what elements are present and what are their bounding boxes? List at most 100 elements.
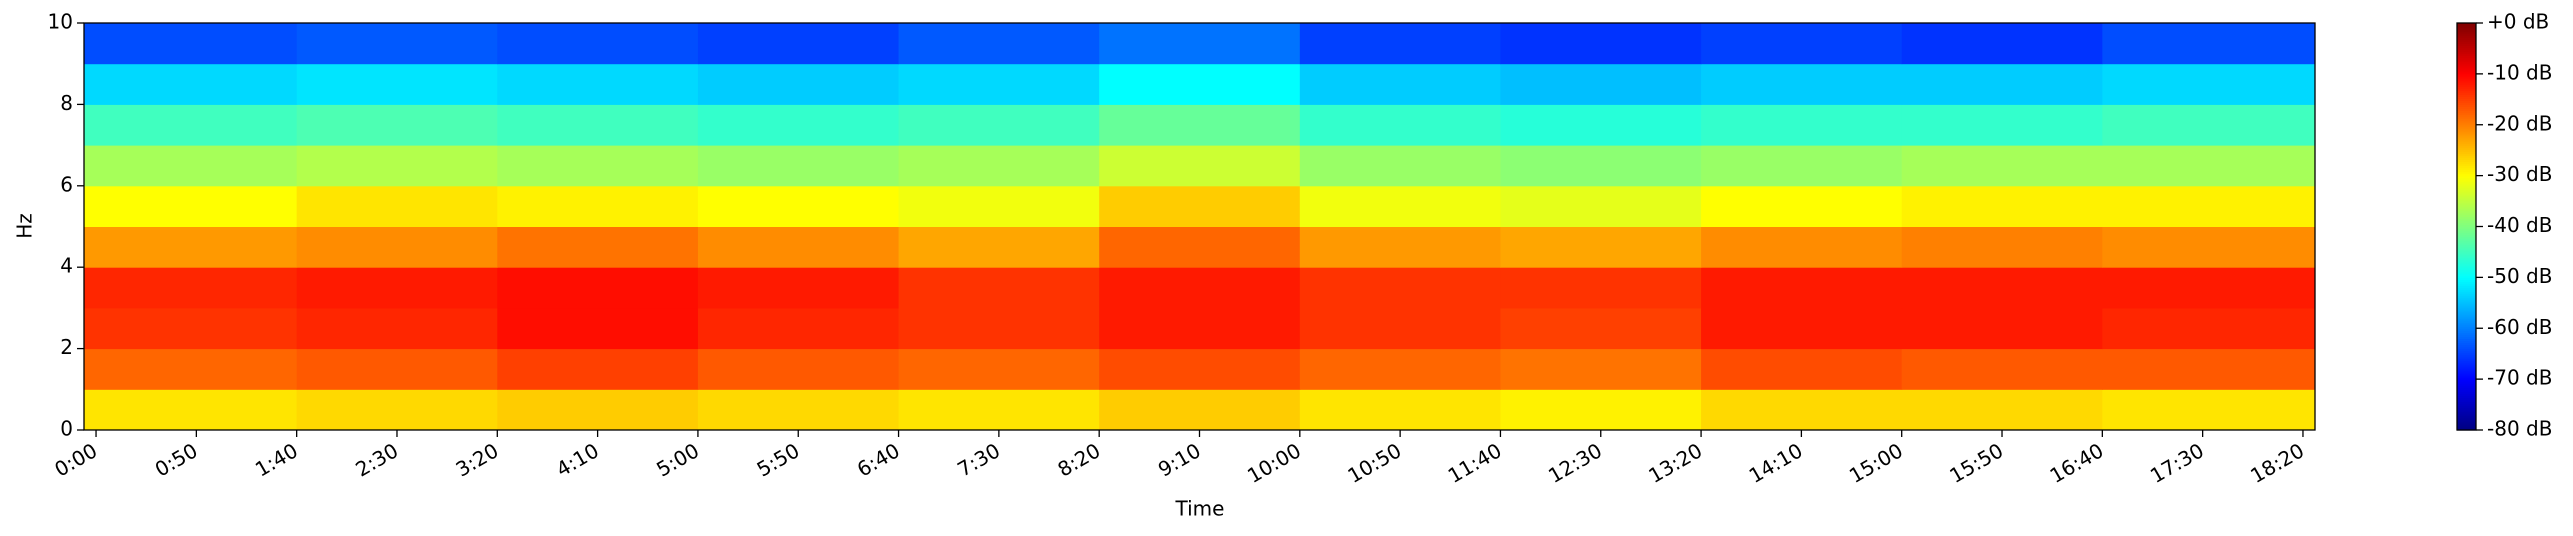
- x-tick-label: 16:40: [2046, 438, 2108, 488]
- colorbar-segment: [2457, 51, 2476, 55]
- colorbar-segment: [2457, 200, 2476, 203]
- heatmap-cell: [1500, 226, 1702, 268]
- colorbar-segment: [2457, 61, 2476, 65]
- y-tick-label: 6: [60, 172, 73, 196]
- colorbar-segment: [2457, 185, 2476, 189]
- colorbar-segment: [2457, 320, 2476, 323]
- colorbar-segment: [2457, 295, 2476, 299]
- heatmap-cell: [1099, 226, 1301, 268]
- colorbar-segment: [2457, 86, 2476, 89]
- colorbar-segment: [2457, 193, 2476, 197]
- colorbar-segment: [2457, 108, 2476, 112]
- heatmap-cell: [2102, 23, 2316, 65]
- heatmap-cell: [1901, 23, 2103, 65]
- colorbar-segment: [2457, 240, 2476, 244]
- heatmap-cell: [296, 307, 498, 350]
- heatmap-cell: [2102, 348, 2316, 390]
- colorbar-segment: [2457, 309, 2476, 313]
- heatmap-cell: [898, 307, 1100, 350]
- y-tick-label: 2: [60, 335, 73, 359]
- colorbar-segment: [2457, 305, 2476, 309]
- heatmap-cell: [1099, 348, 1301, 390]
- colorbar-segment: [2457, 163, 2476, 167]
- heatmap-cell: [497, 145, 699, 187]
- colorbar-segment: [2457, 204, 2476, 207]
- colorbar-segment: [2457, 73, 2476, 77]
- colorbar-segment: [2457, 373, 2476, 376]
- colorbar-segment: [2457, 299, 2476, 303]
- colorbar-segment: [2457, 31, 2476, 34]
- colorbar-segment: [2457, 234, 2476, 238]
- colorbar-segment: [2457, 419, 2476, 423]
- colorbar-segment: [2457, 210, 2476, 213]
- colorbar-segment: [2457, 232, 2476, 236]
- colorbar-segment: [2457, 134, 2476, 138]
- colorbar-segment: [2457, 79, 2476, 83]
- colorbar-segment: [2457, 45, 2476, 49]
- colorbar-segment: [2457, 366, 2476, 370]
- heatmap-cell: [497, 307, 699, 350]
- y-axis-label: Hz: [13, 213, 37, 239]
- colorbar-segment: [2457, 47, 2476, 51]
- colorbar-segment: [2457, 90, 2476, 93]
- colorbar-segment: [2457, 238, 2476, 242]
- colorbar-segment: [2457, 230, 2476, 234]
- colorbar-segment: [2457, 84, 2476, 87]
- colorbar-segment: [2457, 421, 2476, 425]
- heatmap-cell: [1299, 145, 1501, 187]
- colorbar-segment: [2457, 375, 2476, 378]
- heatmap-cell: [1901, 145, 2103, 187]
- x-tick-label: 2:30: [351, 438, 402, 481]
- heatmap-cell: [1901, 348, 2103, 390]
- heatmap-cell: [1099, 145, 1301, 187]
- heatmap-cell: [898, 267, 1100, 309]
- colorbar-segment: [2457, 104, 2476, 108]
- heatmap-cell: [1500, 185, 1702, 227]
- heatmap-cell: [296, 185, 498, 227]
- x-tick-label: 0:00: [50, 438, 101, 481]
- heatmap-cell: [84, 185, 298, 227]
- colorbar-segment: [2457, 118, 2476, 122]
- colorbar-segment: [2457, 161, 2476, 165]
- heatmap-cell: [898, 145, 1100, 187]
- heatmap-cell: [84, 348, 298, 390]
- heatmap-cell: [2102, 307, 2316, 350]
- colorbar-segment: [2457, 311, 2476, 315]
- colorbar-segment: [2457, 259, 2476, 262]
- y-tick-label: 0: [60, 417, 73, 441]
- heatmap-cell: [1701, 23, 1903, 65]
- colorbar-segment: [2457, 285, 2476, 289]
- colorbar-segment: [2457, 370, 2476, 374]
- colorbar-segment: [2457, 222, 2476, 226]
- heatmap-cell: [1500, 348, 1702, 390]
- colorbar-segment: [2457, 130, 2476, 134]
- x-tick-label: 15:00: [1845, 438, 1907, 488]
- colorbar-segment: [2457, 112, 2476, 116]
- colorbar-segment: [2457, 267, 2476, 270]
- colorbar-segment: [2457, 116, 2476, 120]
- colorbar-segment: [2457, 151, 2476, 154]
- colorbar-segment: [2457, 202, 2476, 205]
- colorbar-segment: [2457, 277, 2476, 281]
- heatmap-cell: [84, 23, 298, 65]
- colorbar-segment: [2457, 316, 2476, 319]
- colorbar-segment: [2457, 49, 2476, 53]
- colorbar-segment: [2457, 110, 2476, 114]
- colorbar-segment: [2457, 71, 2476, 75]
- heatmap-cell: [2102, 267, 2316, 309]
- colorbar-segment: [2457, 173, 2476, 177]
- colorbar-segment: [2457, 37, 2476, 40]
- colorbar-segment: [2457, 348, 2476, 352]
- colorbar-segment: [2457, 413, 2476, 417]
- colorbar-segment: [2457, 291, 2476, 295]
- colorbar-segment: [2457, 271, 2476, 274]
- heatmap-cell: [1299, 104, 1501, 146]
- colorbar-segment: [2457, 379, 2476, 382]
- colorbar-segment: [2457, 206, 2476, 209]
- heatmap-cell: [1500, 63, 1702, 105]
- colorbar-segment: [2457, 324, 2476, 327]
- colorbar-segment: [2457, 214, 2476, 217]
- heatmap-cell: [296, 267, 498, 309]
- colorbar-segment: [2457, 250, 2476, 254]
- colorbar-segment: [2457, 263, 2476, 266]
